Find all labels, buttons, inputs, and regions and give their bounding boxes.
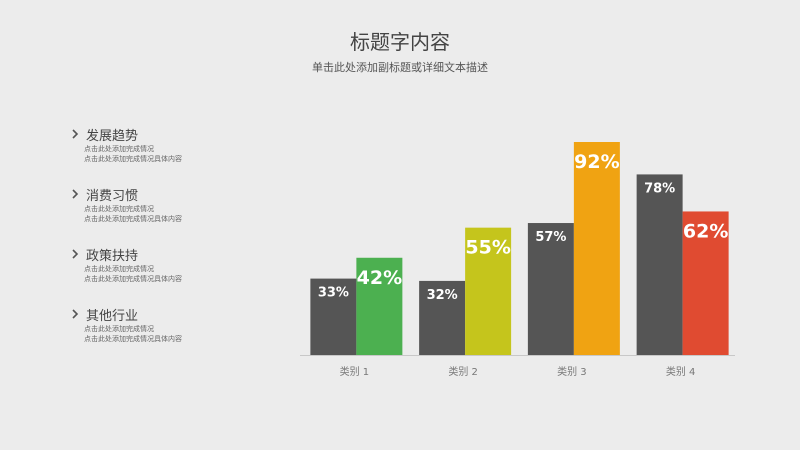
- sidebar-item-line: 点击此处添加完成情况: [84, 265, 154, 273]
- sidebar-item-line: 点击此处添加完成情况具体内容: [84, 275, 182, 283]
- page-title: 标题字内容: [350, 30, 450, 54]
- sidebar-item-habit: 消费习惯 点击此处添加完成情况 点击此处添加完成情况具体内容: [70, 184, 260, 244]
- sidebar-item-line: 点击此处添加完成情况: [84, 205, 154, 213]
- page-subtitle: 单击此处添加副标题或详细文本描述: [312, 61, 488, 74]
- bar-dark-2: [419, 280, 466, 355]
- sidebar-item-policy: 政策扶持 点击此处添加完成情况 点击此处添加完成情况具体内容: [70, 244, 260, 304]
- bar-data-label: 55%: [465, 237, 510, 259]
- sidebar-item-line: 点击此处添加完成情况具体内容: [84, 335, 182, 343]
- sidebar-list: 发展趋势 点击此处添加完成情况 点击此处添加完成情况具体内容 消费习惯 点击此处…: [70, 124, 260, 364]
- chevron-right-icon: [70, 247, 80, 261]
- bar-data-label: 92%: [574, 151, 619, 173]
- chevron-right-icon: [70, 127, 80, 141]
- bar-dark-1: [310, 278, 357, 355]
- bar-dark-4: [636, 174, 683, 355]
- sidebar-item-title: 其他行业: [86, 308, 139, 324]
- sidebar-item-title: 发展趋势: [86, 128, 139, 144]
- sidebar-item-line: 点击此处添加完成情况具体内容: [84, 215, 182, 223]
- sidebar-item-title: 消费习惯: [86, 188, 139, 204]
- x-tick-label: 类别 2: [448, 365, 478, 378]
- bar-data-label: 57%: [535, 230, 566, 245]
- bar-color-3: [573, 142, 620, 355]
- bar-data-label: 32%: [427, 288, 458, 303]
- x-tick-label: 类别 4: [666, 365, 696, 378]
- bar-color-4: [682, 211, 729, 355]
- sidebar-item-other: 其他行业 点击此处添加完成情况 点击此处添加完成情况具体内容: [70, 304, 260, 364]
- bar-color-2: [465, 227, 512, 355]
- sidebar-item-line: 点击此处添加完成情况: [84, 145, 154, 153]
- bar-data-label: 33%: [318, 286, 349, 301]
- bar-color-1: [356, 257, 403, 355]
- x-tick-label: 类别 1: [340, 365, 370, 378]
- chevron-right-icon: [70, 307, 80, 321]
- sidebar-item-line: 点击此处添加完成情况: [84, 325, 154, 333]
- bar-data-label: 42%: [357, 267, 402, 289]
- sidebar-item-trend: 发展趋势 点击此处添加完成情况 点击此处添加完成情况具体内容: [70, 124, 260, 184]
- bar-dark-3: [527, 223, 574, 355]
- chevron-right-icon: [70, 187, 80, 201]
- sidebar-item-title: 政策扶持: [86, 248, 139, 264]
- bar-data-label: 62%: [683, 220, 728, 242]
- bar-data-label: 78%: [644, 181, 675, 196]
- x-tick-label: 类别 3: [557, 365, 587, 378]
- sidebar-item-line: 点击此处添加完成情况具体内容: [84, 155, 182, 163]
